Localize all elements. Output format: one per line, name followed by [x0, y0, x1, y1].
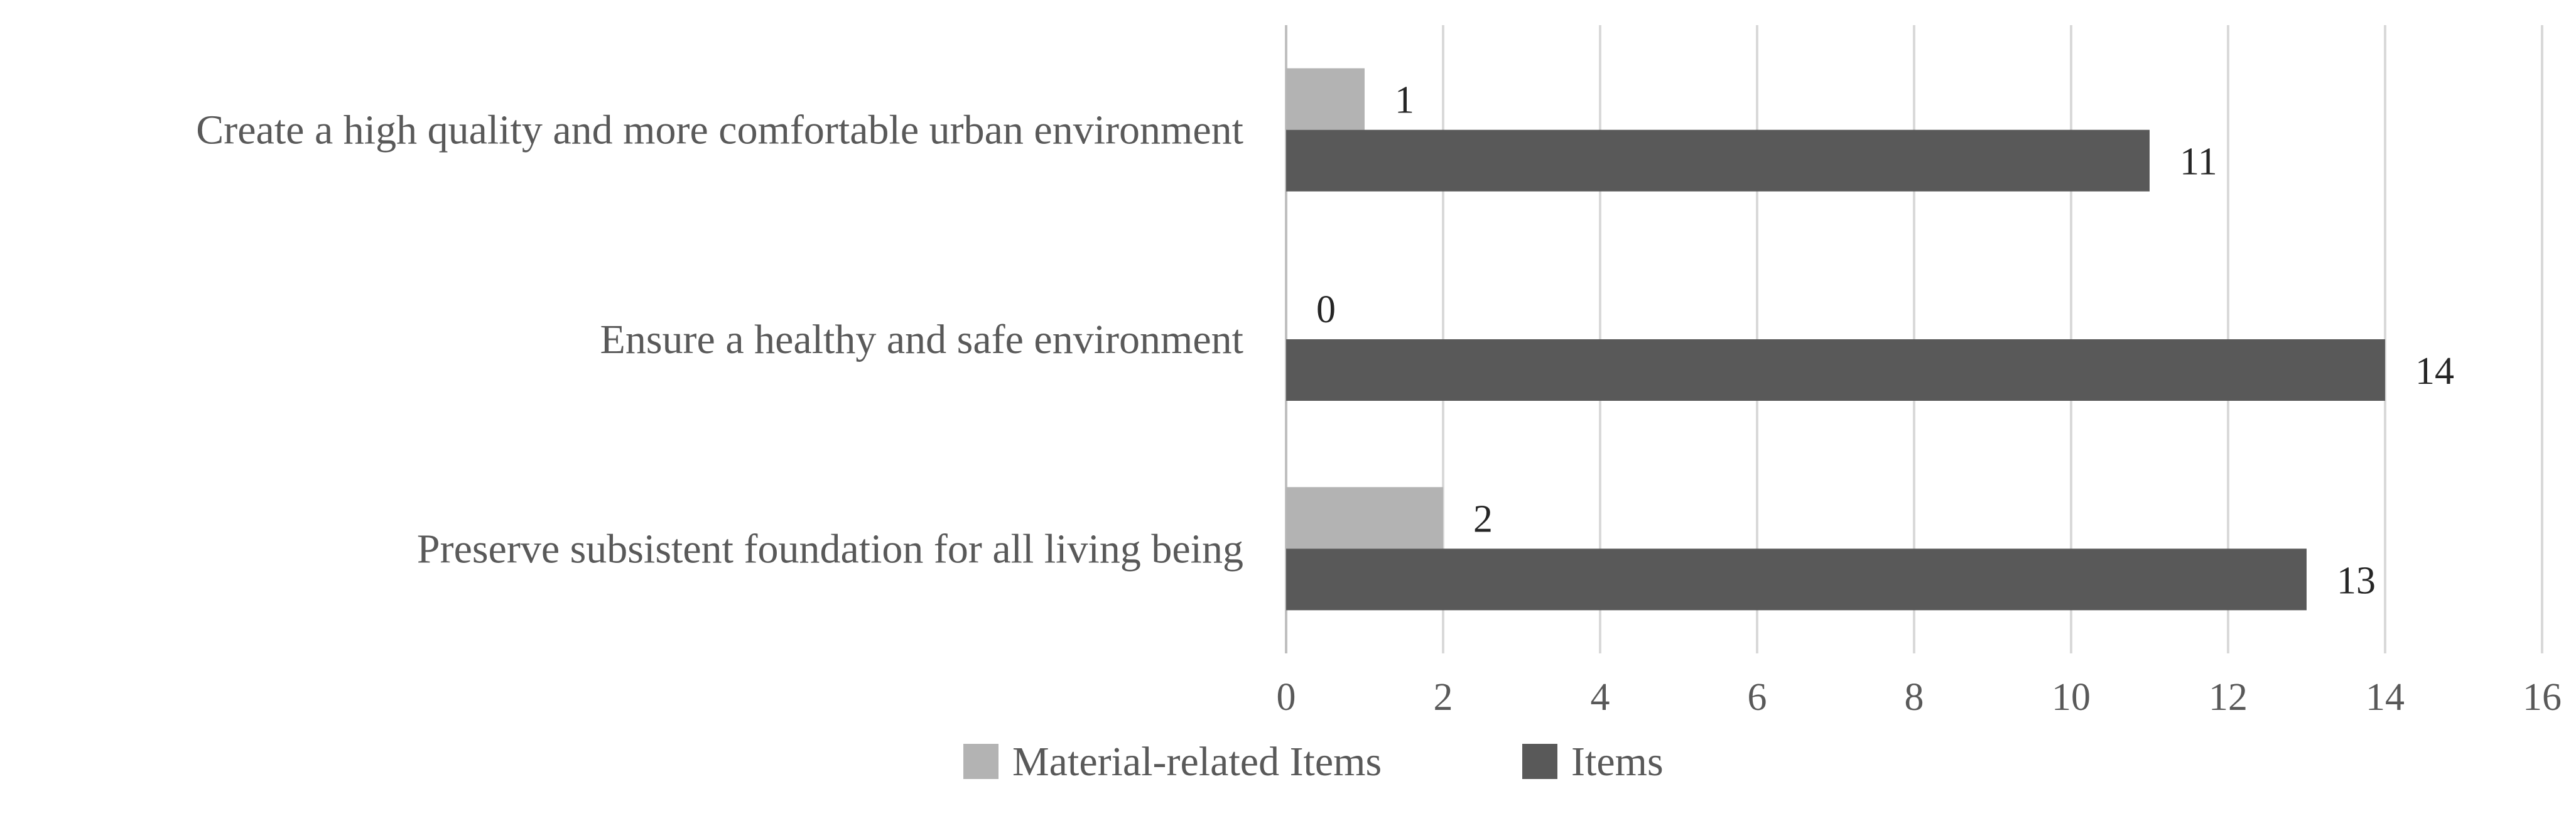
x-tick-label-4: 4 [1591, 676, 1610, 719]
data-label-1-0: 11 [2180, 141, 2217, 183]
x-tick-label-0: 0 [1277, 676, 1296, 719]
x-tick-label-14: 14 [2366, 676, 2405, 719]
category-label-1: Ensure a healthy and safe environment [600, 317, 1243, 362]
legend: Material-related Items Items [963, 739, 1664, 785]
bar-items-2 [1286, 548, 2307, 611]
x-tick-label-16: 16 [2523, 676, 2562, 719]
x-tick-label-6: 6 [1748, 676, 1767, 719]
category-label-2: Preserve subsistent foundation for all l… [417, 526, 1243, 572]
bar-items-1 [1286, 339, 2385, 401]
bar-material-related-items-2 [1286, 487, 1443, 549]
category-label-0: Create a high quality and more comfortab… [196, 107, 1243, 153]
x-tick-label-2: 2 [1434, 676, 1453, 719]
data-label-0-2: 2 [1473, 498, 1493, 540]
bar-items-0 [1286, 129, 2150, 192]
data-label-0-1: 0 [1316, 288, 1336, 331]
legend-label-1: Items [1571, 739, 1664, 785]
data-label-1-1: 14 [2415, 350, 2454, 393]
data-label-0-0: 1 [1395, 79, 1414, 122]
legend-label-0: Material-related Items [1012, 739, 1382, 785]
legend-swatch-0 [963, 744, 998, 779]
x-tick-label-8: 8 [1905, 676, 1924, 719]
legend-swatch-1 [1522, 744, 1557, 779]
x-tick-label-10: 10 [2052, 676, 2091, 719]
data-label-1-2: 13 [2337, 559, 2376, 602]
bars [1286, 68, 2385, 611]
bar-material-related-items-0 [1286, 68, 1365, 130]
x-tick-label-12: 12 [2209, 676, 2248, 719]
